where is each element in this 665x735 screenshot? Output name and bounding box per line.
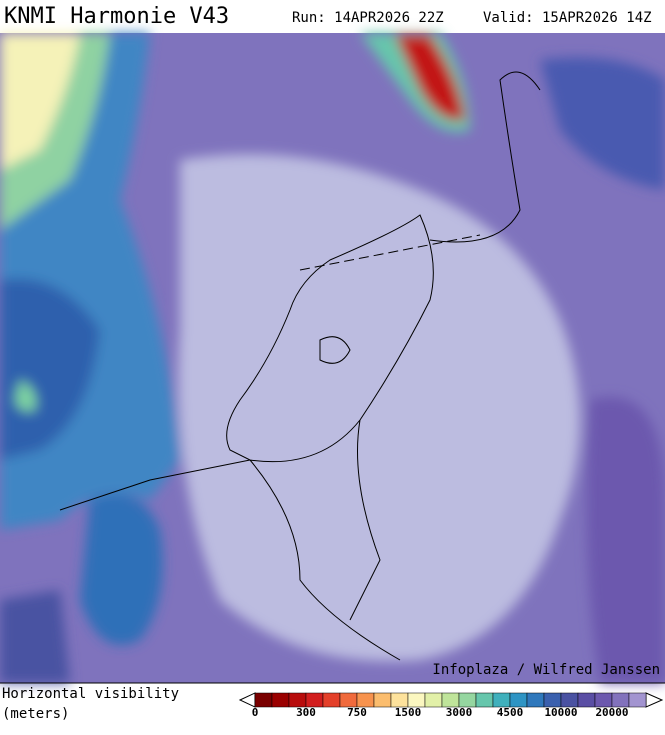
color-swatch xyxy=(373,692,392,708)
color-swatch xyxy=(322,692,341,708)
legend-tick-label: 0 xyxy=(252,706,259,719)
color-swatch xyxy=(560,692,579,708)
color-swatch xyxy=(509,692,528,708)
legend-tick-label: 1500 xyxy=(395,706,422,719)
color-swatch xyxy=(339,692,358,708)
legend-tick-label: 20000 xyxy=(595,706,628,719)
color-swatch xyxy=(390,692,409,708)
color-swatch xyxy=(526,692,545,708)
color-swatch xyxy=(305,692,324,708)
title: KNMI Harmonie V43 xyxy=(4,4,229,29)
color-swatch xyxy=(407,692,426,708)
color-swatch xyxy=(458,692,477,708)
legend-unit: (meters) xyxy=(2,706,69,722)
color-swatch xyxy=(543,692,562,708)
color-swatch xyxy=(271,692,290,708)
color-swatch xyxy=(424,692,443,708)
color-swatch xyxy=(441,692,460,708)
map xyxy=(0,33,665,683)
color-swatch xyxy=(254,692,273,708)
color-swatch xyxy=(288,692,307,708)
color-swatch xyxy=(594,692,613,708)
color-swatch xyxy=(492,692,511,708)
legend-tick-label: 750 xyxy=(347,706,367,719)
legend-tick-label: 10000 xyxy=(544,706,577,719)
color-swatch xyxy=(611,692,630,708)
color-swatch xyxy=(577,692,596,708)
legend-tick-label: 4500 xyxy=(497,706,524,719)
legend-tick-label: 3000 xyxy=(446,706,473,719)
color-swatch xyxy=(628,692,647,708)
run-time: Run: 14APR2026 22Z xyxy=(292,10,444,26)
color-swatch xyxy=(475,692,494,708)
valid-time: Valid: 15APR2026 14Z xyxy=(483,10,652,26)
color-swatch xyxy=(356,692,375,708)
legend-tick-label: 300 xyxy=(296,706,316,719)
credit: Infoplaza / Wilfred Janssen xyxy=(432,662,660,678)
legend-label: Horizontal visibility xyxy=(2,686,179,702)
